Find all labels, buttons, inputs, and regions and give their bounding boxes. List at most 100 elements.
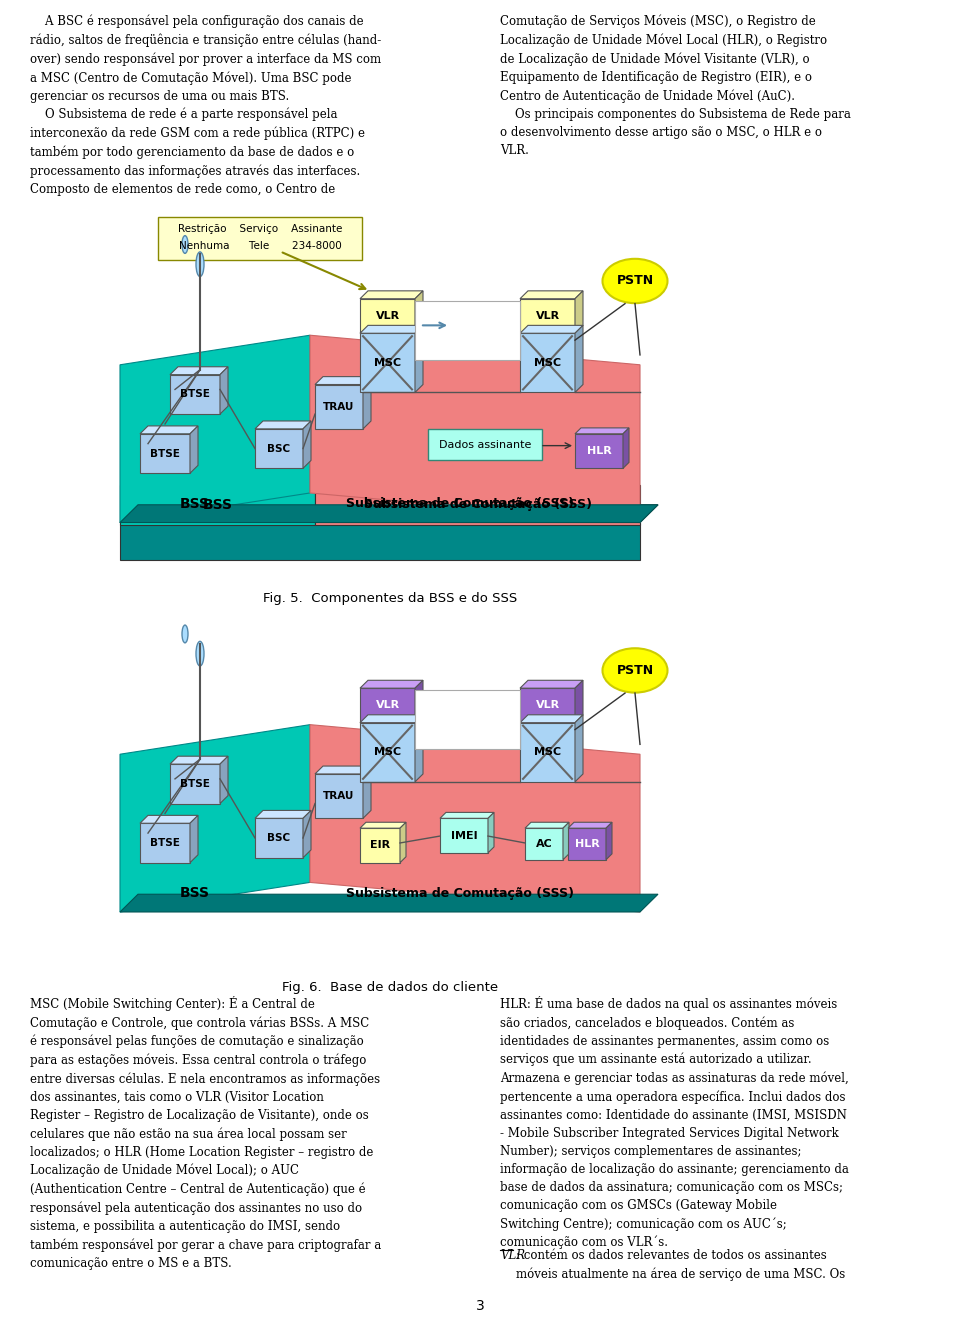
FancyBboxPatch shape — [520, 688, 575, 723]
Polygon shape — [140, 815, 198, 823]
Text: EIR: EIR — [370, 841, 390, 850]
FancyBboxPatch shape — [360, 688, 415, 723]
Polygon shape — [623, 428, 629, 468]
Ellipse shape — [182, 236, 188, 253]
FancyBboxPatch shape — [140, 823, 190, 862]
Text: Comutação de Serviços Móveis (MSC), o Registro de
Localização de Unidade Móvel L: Comutação de Serviços Móveis (MSC), o Re… — [500, 15, 851, 157]
Ellipse shape — [196, 641, 204, 666]
Polygon shape — [120, 504, 658, 523]
Text: BSS: BSS — [180, 496, 210, 511]
Polygon shape — [415, 291, 423, 334]
Text: Subsistema de Comutação (SSS): Subsistema de Comutação (SSS) — [364, 499, 591, 511]
FancyBboxPatch shape — [575, 433, 623, 468]
Polygon shape — [303, 421, 311, 468]
FancyBboxPatch shape — [520, 299, 575, 334]
FancyBboxPatch shape — [120, 523, 640, 561]
Polygon shape — [575, 680, 583, 723]
Polygon shape — [220, 366, 228, 414]
Polygon shape — [170, 366, 228, 374]
Polygon shape — [303, 810, 311, 858]
Text: BSS: BSS — [203, 498, 232, 512]
FancyBboxPatch shape — [428, 429, 542, 460]
Polygon shape — [310, 335, 640, 523]
Text: TRAU: TRAU — [324, 402, 354, 412]
Text: BTSE: BTSE — [150, 448, 180, 459]
Text: MSC: MSC — [534, 747, 561, 758]
Polygon shape — [120, 504, 658, 523]
Polygon shape — [563, 822, 569, 860]
Text: A BSC é responsável pela configuração dos canais de
rádio, saltos de freqüência : A BSC é responsável pela configuração do… — [30, 15, 381, 196]
FancyBboxPatch shape — [415, 691, 520, 750]
Text: : contém os dados relevantes de todos os assinantes
móveis atualmente na área de: : contém os dados relevantes de todos os… — [516, 1250, 845, 1281]
FancyBboxPatch shape — [520, 723, 575, 782]
Polygon shape — [255, 810, 311, 818]
Polygon shape — [310, 724, 640, 912]
Text: IMEI: IMEI — [450, 830, 477, 841]
Text: VLR: VLR — [536, 700, 560, 711]
FancyBboxPatch shape — [315, 485, 640, 524]
Polygon shape — [363, 377, 371, 429]
Polygon shape — [190, 815, 198, 862]
Text: MSC (Mobile Switching Center): É a Central de
Comutação e Controle, que controla: MSC (Mobile Switching Center): É a Centr… — [30, 996, 381, 1270]
FancyBboxPatch shape — [525, 829, 563, 860]
Text: HLR: É uma base de dados na qual os assinantes móveis
são criados, cancelados e : HLR: É uma base de dados na qual os assi… — [500, 996, 849, 1250]
Text: BTSE: BTSE — [180, 779, 210, 789]
FancyBboxPatch shape — [568, 829, 606, 860]
Text: VLR: VLR — [375, 311, 399, 320]
Polygon shape — [415, 715, 423, 782]
Text: BSC: BSC — [268, 833, 291, 843]
Polygon shape — [220, 756, 228, 803]
Polygon shape — [315, 766, 371, 774]
FancyBboxPatch shape — [158, 217, 362, 260]
Polygon shape — [488, 813, 494, 853]
FancyBboxPatch shape — [120, 485, 315, 524]
Text: Subsistema de Comutação (SSS): Subsistema de Comutação (SSS) — [346, 886, 574, 900]
FancyBboxPatch shape — [255, 818, 303, 858]
Polygon shape — [575, 326, 583, 393]
FancyBboxPatch shape — [170, 374, 220, 414]
Polygon shape — [255, 421, 311, 429]
Text: MSC: MSC — [534, 358, 561, 367]
Text: MSC: MSC — [374, 358, 401, 367]
FancyBboxPatch shape — [315, 774, 363, 818]
Text: Restrição    Serviço    Assinante: Restrição Serviço Assinante — [178, 224, 342, 233]
Text: Subsistema de Comutação (SSS): Subsistema de Comutação (SSS) — [346, 498, 574, 511]
Text: AC: AC — [536, 839, 552, 849]
Text: PSTN: PSTN — [616, 664, 654, 677]
Polygon shape — [170, 756, 228, 764]
FancyBboxPatch shape — [315, 385, 363, 429]
Polygon shape — [520, 715, 583, 723]
Polygon shape — [360, 326, 423, 334]
Polygon shape — [415, 680, 423, 723]
Text: VLR: VLR — [375, 700, 399, 711]
Text: Nenhuma      Tele       234-8000: Nenhuma Tele 234-8000 — [179, 241, 342, 252]
Polygon shape — [568, 822, 612, 829]
Polygon shape — [606, 822, 612, 860]
Polygon shape — [520, 326, 583, 334]
Text: HLR: HLR — [575, 839, 599, 849]
Text: VLR: VLR — [500, 1250, 525, 1262]
Polygon shape — [520, 680, 583, 688]
Ellipse shape — [603, 648, 667, 692]
Text: Fig. 5.  Componentes da BSS e do SSS: Fig. 5. Componentes da BSS e do SSS — [263, 591, 517, 605]
Polygon shape — [575, 428, 629, 433]
Ellipse shape — [182, 625, 188, 642]
FancyBboxPatch shape — [520, 334, 575, 393]
Text: MSC: MSC — [374, 747, 401, 758]
Polygon shape — [120, 335, 310, 523]
Polygon shape — [140, 426, 198, 433]
Polygon shape — [575, 291, 583, 334]
FancyBboxPatch shape — [360, 299, 415, 334]
Polygon shape — [400, 822, 406, 862]
Ellipse shape — [603, 259, 667, 303]
FancyBboxPatch shape — [140, 433, 190, 473]
Polygon shape — [415, 326, 423, 393]
Text: TRAU: TRAU — [324, 791, 354, 801]
Ellipse shape — [196, 252, 204, 276]
Polygon shape — [360, 680, 423, 688]
Polygon shape — [120, 724, 310, 912]
Polygon shape — [520, 291, 583, 299]
Text: Fig. 6.  Base de dados do cliente: Fig. 6. Base de dados do cliente — [282, 982, 498, 994]
Polygon shape — [315, 377, 371, 385]
Polygon shape — [440, 813, 494, 818]
